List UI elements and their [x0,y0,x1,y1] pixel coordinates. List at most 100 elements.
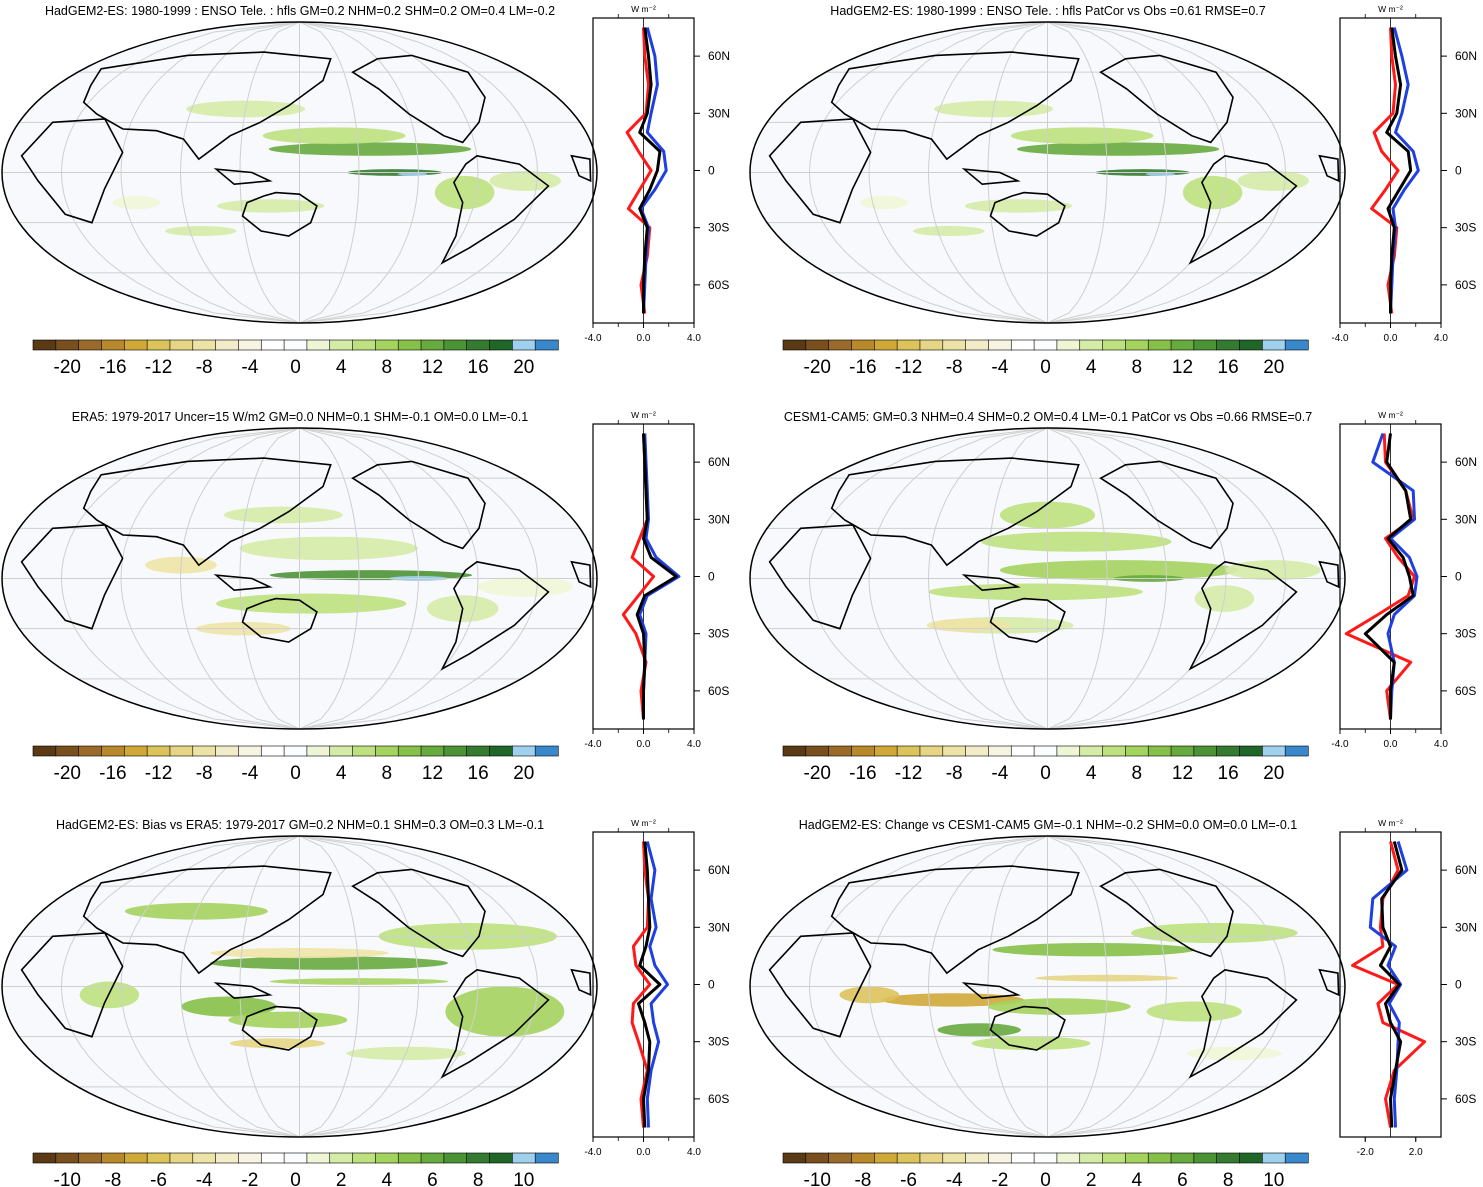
lat-label: 0 [1455,570,1462,584]
colorbar-swatch [420,745,445,757]
map-border [749,835,1346,1138]
profile-line [625,27,653,314]
colorbar-swatch [466,339,491,351]
field-blob [937,1023,1021,1037]
colorbar-swatch [192,745,217,757]
colorbar-label: -16 [849,763,876,784]
coastline [241,597,318,643]
graticule-lon [808,22,1048,323]
lat-label: 0 [1455,978,1462,992]
x-tick-label: 4.0 [687,1147,701,1158]
profile-line [637,841,662,1128]
colorbar-swatch [805,745,830,757]
profile-unit: W m⁻² [631,410,656,420]
colorbar-swatch [375,339,399,351]
graticule-lon [239,22,300,323]
lat-label: 60N [708,49,730,63]
map-border [749,427,1346,730]
colorbar-label: 0 [1040,357,1051,378]
coastline [989,191,1066,237]
x-tick-label: -4.0 [584,739,602,750]
colorbar-label: -20 [804,763,831,784]
x-tick-label: 0.0 [637,1147,651,1158]
colorbar-label: -16 [99,763,126,784]
map-content [750,22,1345,323]
colorbar-swatch [489,1152,513,1164]
colorbar-label: -10 [804,1170,831,1187]
profile-unit: W m⁻² [631,4,656,14]
x-tick-label: 4.0 [687,333,701,344]
colorbar-label: -4 [241,763,258,784]
panel-title: HadGEM2-ES: 1980-1999 : ENSO Tele. : hfl… [830,4,1265,18]
field-blob [165,226,237,237]
colorbar-swatch [55,745,80,757]
colorbar-swatch [32,1152,57,1164]
map-border [1,835,598,1138]
colorbar-label: 12 [1172,763,1193,784]
colorbar-label: -12 [145,357,172,378]
coastline [570,154,592,183]
colorbar-swatch [55,339,80,351]
lat-label: 0 [1455,164,1462,178]
coastline [213,982,273,1000]
colorbar-label: 12 [422,357,443,378]
graticule-lon [927,836,1048,1137]
colorbar-swatch [238,339,262,351]
colorbar-label: 0 [1040,1170,1051,1187]
colorbar: -20 -16 -12 -8 -4 0 4 8 12 16 20 [782,339,1309,378]
colorbar-swatch [1125,745,1149,757]
colorbar-swatch [1033,1152,1058,1164]
colorbar-swatch [534,1152,559,1164]
x-tick-label: 0.0 [637,333,651,344]
graticule-lon [1047,428,1287,729]
colorbar-swatch [1079,339,1104,351]
colorbar-swatch [988,1152,1012,1164]
colorbar-label: -8 [196,763,213,784]
colorbar-swatch [443,745,468,757]
colorbar: -10 -8 -6 -4 -2 0 2 4 6 8 10 [782,1152,1309,1187]
coastline [82,865,332,975]
coastline [961,168,1021,186]
field-blob [434,175,495,210]
colorbar-swatch [942,339,967,351]
colorbar-swatch [215,1152,240,1164]
coastline [1318,154,1340,183]
colorbar-swatch [1102,339,1126,351]
coastline [82,51,332,161]
colorbar-label: 20 [513,357,534,378]
colorbar-swatch [352,1152,376,1164]
coastline [351,54,486,144]
coastline [961,982,1021,1000]
colorbar-swatch [146,1152,171,1164]
coastline [440,560,550,671]
zonal-profile: 60S 30S 0 30N 60N -4.0 0.0 4.0 W m⁻² [1331,4,1477,344]
field-blob [262,127,406,145]
x-tick-label: 0.0 [1384,333,1398,344]
colorbar-swatch [329,1152,354,1164]
field-blob [860,195,909,210]
colorbar-swatch [146,745,171,757]
colorbar-swatch [828,745,853,757]
colorbar: -20 -16 -12 -8 -4 0 4 8 12 16 20 [782,745,1309,784]
colorbar-label: -4 [946,1170,963,1187]
colorbar-swatch [375,745,399,757]
colorbar-label: -4 [991,763,1008,784]
lat-label: 30S [1455,221,1476,235]
lat-label: 60S [1455,1092,1476,1106]
graticule-lon [299,836,420,1137]
colorbar-label: -8 [946,357,963,378]
colorbar-label: 4 [1086,357,1097,378]
colorbar-swatch [782,745,807,757]
colorbar-swatch [397,1152,422,1164]
colorbar-swatch [238,1152,262,1164]
graticule-lon [179,428,300,729]
lat-label: 30S [1455,1035,1476,1049]
graticule-lon [299,836,479,1137]
graticule-lon [1047,22,1108,323]
coastline [570,560,592,589]
x-tick-label: 4.0 [1434,333,1448,344]
coastline [1318,968,1340,997]
zonal-profile: 60S 30S 0 30N 60N -4.0 0.0 4.0 W m⁻² [584,4,730,344]
colorbar-label: -6 [900,1170,917,1187]
colorbar-swatch [169,745,194,757]
